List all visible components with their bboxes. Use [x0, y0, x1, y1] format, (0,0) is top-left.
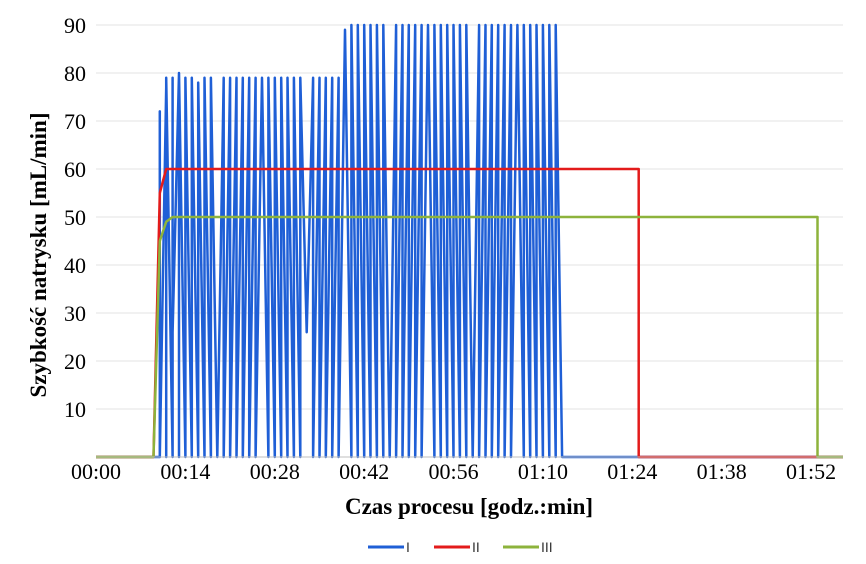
y-tick-label: 40: [64, 253, 86, 278]
x-axis-title: Czas procesu [godz.:min]: [345, 494, 593, 519]
x-tick-label: 01:24: [607, 459, 657, 484]
y-tick-label: 30: [64, 301, 86, 326]
y-tick-label: 50: [64, 205, 86, 230]
x-tick-labels: 00:00 00:14 00:28 00:42 00:56 01:10 01:24 01:38…: [71, 459, 836, 484]
legend-label: I: [406, 539, 410, 555]
y-tick-label: 20: [64, 349, 86, 374]
series-line-1: [96, 23, 843, 459]
y-tick-label: 90: [64, 13, 86, 38]
x-tick-label: 00:56: [428, 459, 478, 484]
legend: I II III: [368, 539, 553, 555]
series-layer: [96, 23, 843, 459]
x-tick-label: 00:42: [339, 459, 389, 484]
y-axis-title: Szybkość natrysku [mL/min]: [26, 113, 51, 398]
y-tick-label: 60: [64, 157, 86, 182]
y-tick-label: 80: [64, 61, 86, 86]
x-tick-label: 01:52: [786, 459, 836, 484]
series-line-3: [96, 215, 843, 459]
x-tick-label: 00:28: [250, 459, 300, 484]
legend-label: II: [472, 539, 480, 555]
x-tick-label: 01:38: [697, 459, 747, 484]
y-tick-label: 70: [64, 109, 86, 134]
x-tick-label: 01:10: [518, 459, 568, 484]
legend-label: III: [541, 539, 553, 555]
y-tick-labels: 10 20 30 40 50 60 70 80 90: [64, 13, 86, 422]
x-tick-label: 00:14: [160, 459, 210, 484]
y-tick-label: 10: [64, 397, 86, 422]
x-tick-label: 00:00: [71, 459, 121, 484]
